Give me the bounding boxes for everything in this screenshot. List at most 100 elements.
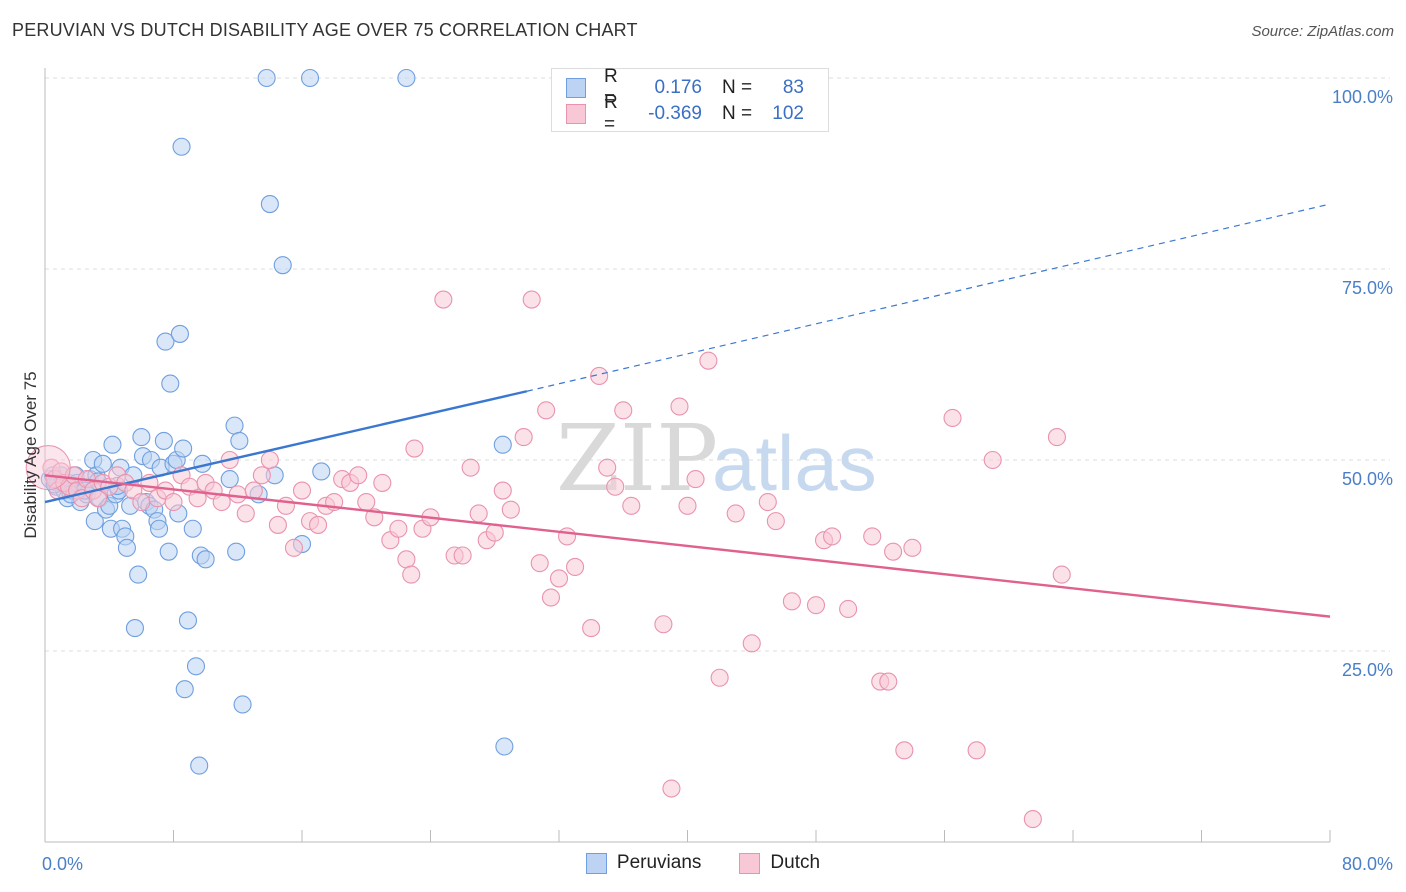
watermark: ZIP atlas	[556, 405, 877, 512]
dutch-point	[710, 668, 729, 687]
peruvians-point	[103, 435, 122, 454]
peruvians-legend-label: Peruvians	[616, 852, 702, 873]
dutch-point	[662, 779, 681, 798]
grid-lines	[45, 77, 1390, 652]
peruvians-point	[149, 519, 169, 538]
peruvians-point	[117, 538, 136, 557]
dutch-point	[726, 504, 745, 523]
dutch-point	[823, 527, 842, 546]
r-label: R =	[604, 66, 618, 109]
series-legend: Peruvians Dutch	[0, 852, 1406, 874]
dutch-point	[530, 554, 549, 573]
dutch-point	[582, 619, 601, 638]
legend-item-peruvians[interactable]: Peruvians	[585, 852, 702, 874]
n-label: N =	[722, 103, 753, 124]
dutch-point	[670, 397, 689, 416]
trend-lines	[44, 203, 1331, 618]
dutch-point	[268, 515, 287, 534]
dutch-point	[606, 477, 625, 496]
dutch-point	[402, 565, 421, 584]
legend-item-dutch[interactable]: Dutch	[739, 852, 820, 874]
peruvians-point	[196, 550, 215, 569]
dutch-point	[742, 634, 761, 653]
dutch-large-point	[25, 445, 71, 491]
peruvians-point	[230, 431, 249, 450]
dutch-point	[566, 557, 585, 577]
dutch-point	[758, 492, 777, 512]
watermark-atlas: atlas	[712, 419, 877, 507]
peruvians-trend-extension	[526, 203, 1331, 392]
tick-labels: 25.0% 50.0% 75.0% 100.0% 0.0% 80.0%	[42, 87, 1393, 874]
peruvians-point	[495, 737, 514, 756]
peruvians-point	[312, 462, 331, 481]
peruvians-point	[300, 68, 320, 88]
peruvians-point	[190, 756, 209, 775]
dutch-point	[598, 458, 617, 477]
dutch-point	[236, 504, 255, 523]
peruvians-point	[161, 374, 180, 393]
dutch-point	[654, 615, 673, 634]
peruvians-point	[225, 416, 244, 435]
n-label: N =	[722, 77, 753, 98]
dutch-point	[541, 588, 561, 607]
dutch-point	[501, 500, 520, 519]
peruvians-point	[273, 256, 292, 275]
dutch-point	[485, 523, 504, 542]
peruvians-point	[233, 695, 252, 714]
peruvians-legend-swatch	[585, 852, 607, 874]
dutch-point	[884, 542, 903, 561]
dutch-n-value: 102	[772, 103, 804, 124]
dutch-point	[349, 466, 368, 485]
dutch-point	[357, 492, 376, 512]
dutch-point	[879, 672, 898, 691]
peruvians-point	[156, 332, 175, 351]
dutch-swatch	[566, 104, 586, 124]
dutch-point	[967, 741, 986, 760]
dutch-point	[522, 290, 541, 309]
dutch-point	[453, 546, 472, 565]
peruvians-point	[220, 470, 239, 489]
peruvians-point	[178, 611, 198, 630]
y-axis-label: Disability Age Over 75	[21, 371, 40, 538]
dutch-point	[1047, 428, 1066, 447]
dutch-point	[309, 515, 328, 534]
dutch-point	[284, 538, 304, 557]
dutch-point	[766, 512, 785, 531]
dutch-legend-swatch	[739, 852, 761, 874]
dutch-point	[397, 550, 416, 569]
x-tick-label-min: 0.0%	[42, 854, 83, 874]
dutch-point	[839, 599, 858, 619]
dutch-point	[686, 470, 705, 489]
dutch-point	[389, 519, 408, 538]
dutch-point	[469, 504, 488, 523]
dutch-point	[132, 492, 151, 512]
dutch-point	[434, 290, 453, 309]
peruvians-points	[40, 68, 514, 775]
peruvians-swatch	[566, 78, 586, 98]
peruvians-point	[186, 657, 206, 676]
peruvians-point	[170, 324, 189, 343]
peruvians-n-value: 83	[782, 77, 804, 98]
dutch-point	[549, 569, 569, 588]
stats-legend: R = 0.176 N = 83 R = -0.369 N = 102	[551, 66, 829, 135]
legend-row-peruvians: R = 0.176 N = 83	[566, 66, 804, 109]
dutch-trend-line	[44, 474, 1331, 618]
y-tick-label: 25.0%	[1342, 660, 1393, 680]
peruvians-point	[93, 454, 112, 473]
peruvians-point	[172, 137, 191, 156]
dutch-point	[228, 485, 247, 504]
peruvians-point	[493, 435, 512, 454]
dutch-point	[461, 458, 480, 477]
dutch-point	[164, 492, 183, 512]
dutch-point	[903, 538, 922, 557]
peruvians-point	[132, 428, 151, 447]
x-tick-label-max: 80.0%	[1342, 854, 1393, 874]
peruvians-point	[227, 542, 246, 561]
dutch-point	[678, 496, 697, 515]
dutch-point	[1052, 565, 1071, 584]
y-tick-label: 75.0%	[1342, 278, 1393, 298]
dutch-legend-label: Dutch	[770, 852, 821, 873]
peruvians-point	[85, 512, 104, 531]
watermark-zip: ZIP	[556, 405, 718, 512]
peruvians-point	[174, 439, 193, 458]
